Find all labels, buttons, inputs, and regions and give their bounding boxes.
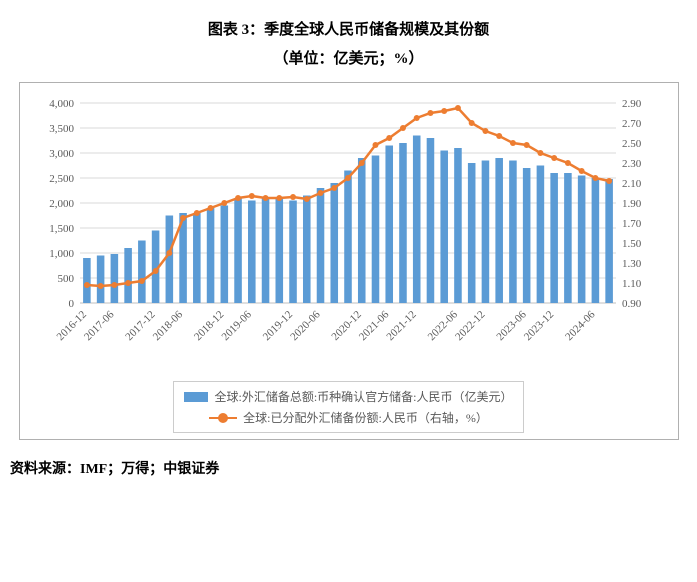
plot-area: 0 500 1,000 1,500 2,000 2,500 3,000 3,500 4,000 0… (30, 93, 668, 373)
svg-text:2021-12: 2021-12 (384, 309, 418, 343)
svg-text:2.90: 2.90 (622, 98, 642, 110)
svg-text:1.30: 1.30 (622, 258, 642, 270)
legend-item-bar: 全球:外汇储备总额:币种确认官方储备:人民币（亿美元） (184, 388, 512, 405)
chart-container: 0 500 1,000 1,500 2,000 2,500 3,000 3,500 4,000 0… (19, 82, 679, 440)
svg-text:1.90: 1.90 (622, 198, 642, 210)
source-note: 资料来源：IMF；万得；中银证券 (10, 458, 687, 478)
svg-text:500: 500 (57, 273, 74, 285)
svg-text:2020-12: 2020-12 (329, 309, 363, 343)
svg-text:2019-06: 2019-06 (219, 308, 254, 343)
svg-text:2018-06: 2018-06 (150, 308, 185, 343)
legend-line-label: 全球:已分配外汇储备份额:人民币（右轴，%） (243, 409, 488, 426)
svg-text:2019-12: 2019-12 (260, 309, 294, 343)
svg-text:2016-12: 2016-12 (54, 309, 88, 343)
svg-text:2,500: 2,500 (49, 173, 74, 185)
svg-text:2020-06: 2020-06 (288, 308, 323, 343)
svg-text:3,000: 3,000 (49, 148, 74, 160)
svg-text:1.70: 1.70 (622, 218, 642, 230)
svg-text:2.70: 2.70 (622, 118, 642, 130)
chart-svg: 0 500 1,000 1,500 2,000 2,500 3,000 3,500 4,000 0… (30, 93, 666, 373)
chart-subtitle: （单位：亿美元；%） (10, 47, 687, 68)
svg-text:2023-12: 2023-12 (521, 309, 555, 343)
legend-item-line: 全球:已分配外汇储备份额:人民币（右轴，%） (209, 409, 488, 426)
legend: 全球:外汇储备总额:币种确认官方储备:人民币（亿美元） 全球:已分配外汇储备份额… (173, 381, 523, 433)
legend-bar-label: 全球:外汇储备总额:币种确认官方储备:人民币（亿美元） (214, 388, 512, 405)
bar-swatch-icon (184, 392, 208, 402)
svg-text:2017-12: 2017-12 (123, 309, 157, 343)
svg-text:3,500: 3,500 (49, 123, 74, 135)
svg-text:0: 0 (68, 298, 74, 310)
svg-text:1.50: 1.50 (622, 238, 642, 250)
svg-text:1,000: 1,000 (49, 248, 74, 260)
svg-text:2024-06: 2024-06 (563, 308, 598, 343)
svg-text:2.10: 2.10 (622, 178, 642, 190)
line-swatch-icon (209, 412, 237, 424)
svg-text:2.50: 2.50 (622, 138, 642, 150)
svg-text:2,000: 2,000 (49, 198, 74, 210)
svg-text:1,500: 1,500 (49, 223, 74, 235)
svg-text:1.10: 1.10 (622, 278, 642, 290)
svg-text:4,000: 4,000 (49, 98, 74, 110)
svg-text:2.30: 2.30 (622, 158, 642, 170)
svg-text:0.90: 0.90 (622, 298, 642, 310)
chart-title: 图表 3：季度全球人民币储备规模及其份额 (10, 18, 687, 39)
svg-text:2017-06: 2017-06 (82, 308, 117, 343)
svg-text:2018-12: 2018-12 (192, 309, 226, 343)
svg-text:2022-12: 2022-12 (453, 309, 487, 343)
